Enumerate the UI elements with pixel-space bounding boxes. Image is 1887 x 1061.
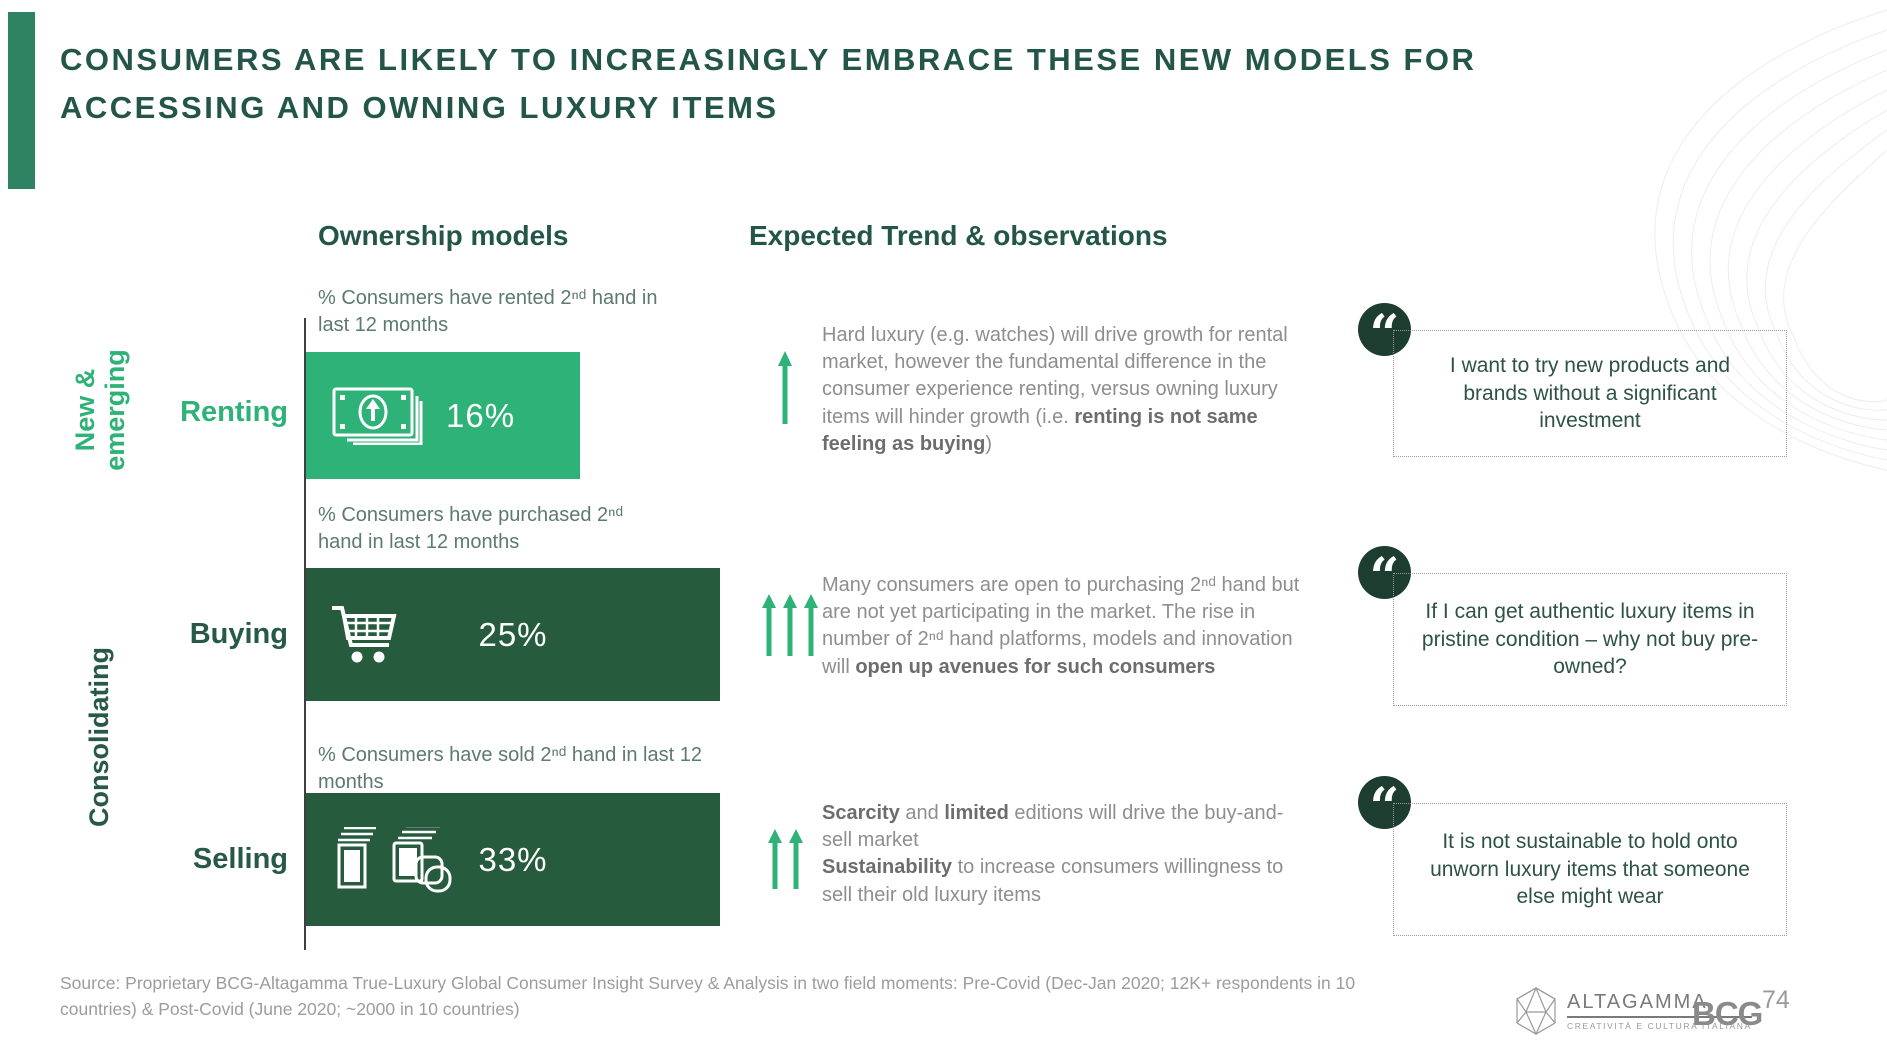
quotation-marks-icon: “ xyxy=(1369,304,1400,357)
altagamma-name: ALTAGAMMA xyxy=(1567,991,1752,1018)
altagamma-tagline: CREATIVITÀ E CULTURA ITALIANA xyxy=(1567,1021,1752,1031)
observation-text-bold: Sustainability xyxy=(822,856,953,879)
trend-arrows-renting xyxy=(777,349,793,425)
altagamma-polyhedron-icon xyxy=(1516,986,1556,1036)
chart-axis-line xyxy=(304,318,306,950)
column-header-ownership-models: Ownership models xyxy=(318,220,569,251)
up-arrow-icon xyxy=(768,829,782,889)
quote-text: It is not sustainable to hold onto unwor… xyxy=(1430,829,1750,909)
sell-items-icon xyxy=(337,826,452,892)
bar-value-selling: 33% xyxy=(478,840,548,878)
quote-icon: “ xyxy=(1358,303,1411,356)
page-number: 74 xyxy=(1762,986,1790,1014)
observation-selling: Scarcity and limited editions will drive… xyxy=(822,800,1312,909)
trend-arrows-selling xyxy=(768,828,803,890)
trend-arrows-buying xyxy=(762,593,818,657)
row-label-renting: Renting xyxy=(180,396,288,428)
observation-renting: Hard luxury (e.g. watches) will drive gr… xyxy=(822,322,1312,458)
bar-renting: 16% xyxy=(306,352,580,479)
observation-line: Scarcity and limited editions will drive… xyxy=(822,800,1312,854)
altagamma-wordmark: ALTAGAMMA CREATIVITÀ E CULTURA ITALIANA xyxy=(1567,991,1752,1031)
source-note: Source: Proprietary BCG-Altagamma True-L… xyxy=(60,973,1356,1020)
bar-value-renting: 16% xyxy=(446,396,516,434)
background-wave-decoration xyxy=(1654,9,1887,471)
title-accent-bar xyxy=(8,12,35,189)
altagamma-logo: ALTAGAMMA CREATIVITÀ E CULTURA ITALIANA xyxy=(1513,986,1752,1036)
quote-box-renting: I want to try new products and brands wi… xyxy=(1393,330,1787,457)
bcg-logo: BCG xyxy=(1692,995,1763,1032)
observation-text-bold: Scarcity xyxy=(822,802,900,824)
observation-text: editions will drive the buy-and-sell mar… xyxy=(822,802,1284,852)
observation-buying: Many consumers are open to purchasing 2ⁿ… xyxy=(822,572,1312,681)
banknote-arrow-up-icon xyxy=(332,387,423,445)
observation-text-bold: limited xyxy=(944,802,1009,824)
observation-text: to increase consumers willingness to sel… xyxy=(822,856,1284,906)
quote-icon: “ xyxy=(1358,546,1411,599)
metric-label-buying: % Consumers have purchased 2ⁿᵈ hand in l… xyxy=(318,504,623,553)
metric-label-selling: % Consumers have sold 2ⁿᵈ hand in last 1… xyxy=(318,744,702,793)
up-arrow-icon xyxy=(778,351,792,424)
quotation-marks-icon: “ xyxy=(1369,547,1400,600)
observation-text-bold: renting is not same feeling as buying xyxy=(822,405,1258,455)
metric-label-renting: % Consumers have rented 2ⁿᵈ hand in last… xyxy=(318,287,658,336)
bar-value-buying: 25% xyxy=(478,615,548,653)
shopping-cart-icon xyxy=(332,605,397,662)
quote-text: I want to try new products and brands wi… xyxy=(1449,353,1731,433)
quotation-marks-icon: “ xyxy=(1369,777,1400,830)
slide-title: CONSUMERS ARE LIKELY TO INCREASINGLY EMB… xyxy=(60,42,1477,126)
up-arrow-icon xyxy=(762,594,776,656)
quote-icon: “ xyxy=(1358,776,1411,829)
observation-text: Hard luxury (e.g. watches) will drive gr… xyxy=(822,324,1288,428)
up-arrow-icon xyxy=(789,829,803,889)
quote-box-buying: If I can get authentic luxury items in p… xyxy=(1393,573,1787,706)
observation-text: and xyxy=(899,802,945,824)
observation-text: Many consumers are open to purchasing 2ⁿ… xyxy=(822,574,1300,678)
group-label-line: New & xyxy=(69,368,100,452)
column-header-expected-trend: Expected Trend & observations xyxy=(749,220,1168,251)
bar-selling: 33% xyxy=(306,793,720,926)
up-arrow-icon xyxy=(783,594,797,656)
quote-text: If I can get authentic luxury items in p… xyxy=(1421,599,1759,679)
row-label-selling: Selling xyxy=(192,843,288,875)
observation-text-bold: open up avenues for such consumers xyxy=(855,655,1216,678)
quote-box-selling: It is not sustainable to hold onto unwor… xyxy=(1393,803,1787,936)
up-arrow-icon xyxy=(804,594,818,656)
bar-buying: 25% xyxy=(306,568,720,701)
row-label-buying: Buying xyxy=(189,618,288,650)
observation-line: Sustainability to increase consumers wil… xyxy=(822,854,1312,908)
observation-text: ) xyxy=(985,432,993,455)
